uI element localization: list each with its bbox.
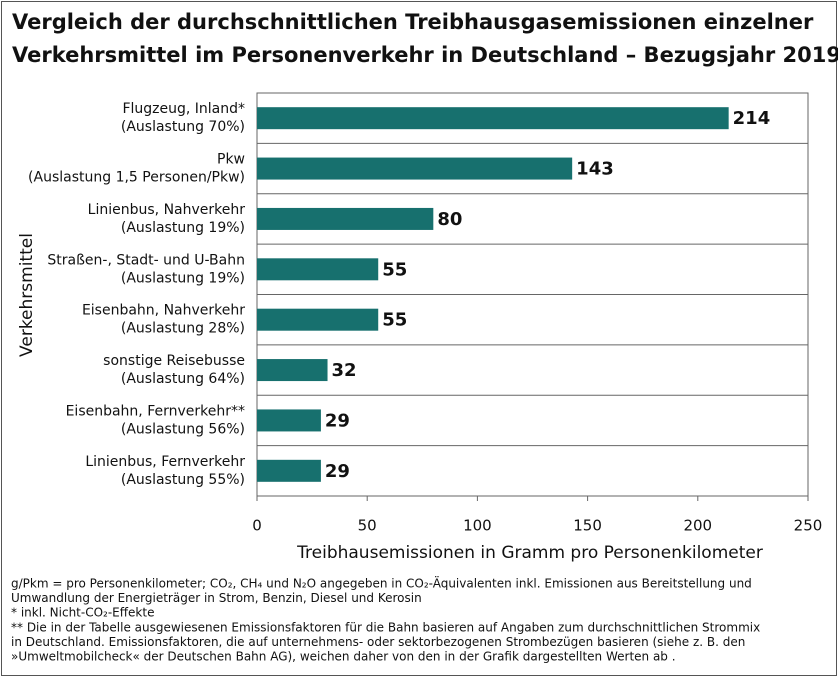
x-tick-label: 250 — [794, 517, 823, 535]
value-label: 29 — [325, 410, 350, 431]
y-tick-label: Flugzeug, Inland* (Auslastung 70%) — [121, 101, 245, 135]
y-tick-label: Linienbus, Fernverkehr (Auslastung 55%) — [85, 454, 245, 488]
bar — [257, 459, 321, 482]
x-tick-label: 0 — [252, 517, 262, 535]
bar — [257, 409, 321, 432]
x-tick-label: 100 — [463, 517, 492, 535]
y-tick-label: Eisenbahn, Nahverkehr (Auslastung 28%) — [82, 303, 245, 337]
bar — [257, 308, 379, 331]
footnote: g/Pkm = pro Personenkilometer; CO₂, CH₄ … — [11, 576, 752, 591]
y-axis-label: Verkehrsmittel — [17, 233, 37, 357]
y-tick-label: sonstige Reisebusse (Auslastung 64%) — [103, 353, 245, 387]
x-tick-label: 50 — [358, 517, 377, 535]
bar — [257, 157, 573, 180]
x-axis-label: Treibhausemissionen in Gramm pro Persone… — [296, 543, 763, 563]
bar — [257, 359, 328, 382]
bar — [257, 258, 379, 281]
value-label: 214 — [733, 108, 771, 129]
chart-title: Vergleich der durchschnittlichen Treibha… — [12, 10, 814, 34]
value-label: 55 — [382, 310, 407, 331]
value-label: 32 — [332, 360, 357, 381]
y-tick-label: Pkw (Auslastung 1,5 Personen/Pkw) — [28, 152, 245, 186]
y-tick-label: Linienbus, Nahverkehr (Auslastung 19%) — [88, 202, 246, 236]
chart-title: Verkehrsmittel im Personenverkehr in Deu… — [12, 43, 838, 67]
footnote: * inkl. Nicht-CO₂-Effekte — [11, 606, 154, 620]
value-label: 143 — [576, 159, 614, 180]
footnote: in Deutschland. Emissionsfaktoren, die a… — [11, 635, 745, 649]
x-tick-label: 200 — [683, 517, 712, 535]
y-tick-label: Straßen-, Stadt- und U-Bahn (Auslastung 1… — [47, 252, 245, 286]
x-tick-label: 150 — [573, 517, 602, 535]
bar — [257, 207, 434, 230]
footnote: ** Die in der Tabelle ausgewiesenen Emis… — [11, 620, 760, 634]
value-label: 80 — [437, 209, 462, 230]
value-label: 55 — [382, 259, 407, 280]
footnote: Umwandlung der Energieträger in Strom, B… — [11, 591, 422, 605]
footnote: »Umweltmobilcheck« der Deutschen Bahn AG… — [11, 650, 676, 664]
bar — [257, 107, 729, 130]
value-label: 29 — [325, 461, 350, 482]
y-tick-label: Eisenbahn, Fernverkehr** (Auslastung 56%) — [66, 403, 245, 437]
